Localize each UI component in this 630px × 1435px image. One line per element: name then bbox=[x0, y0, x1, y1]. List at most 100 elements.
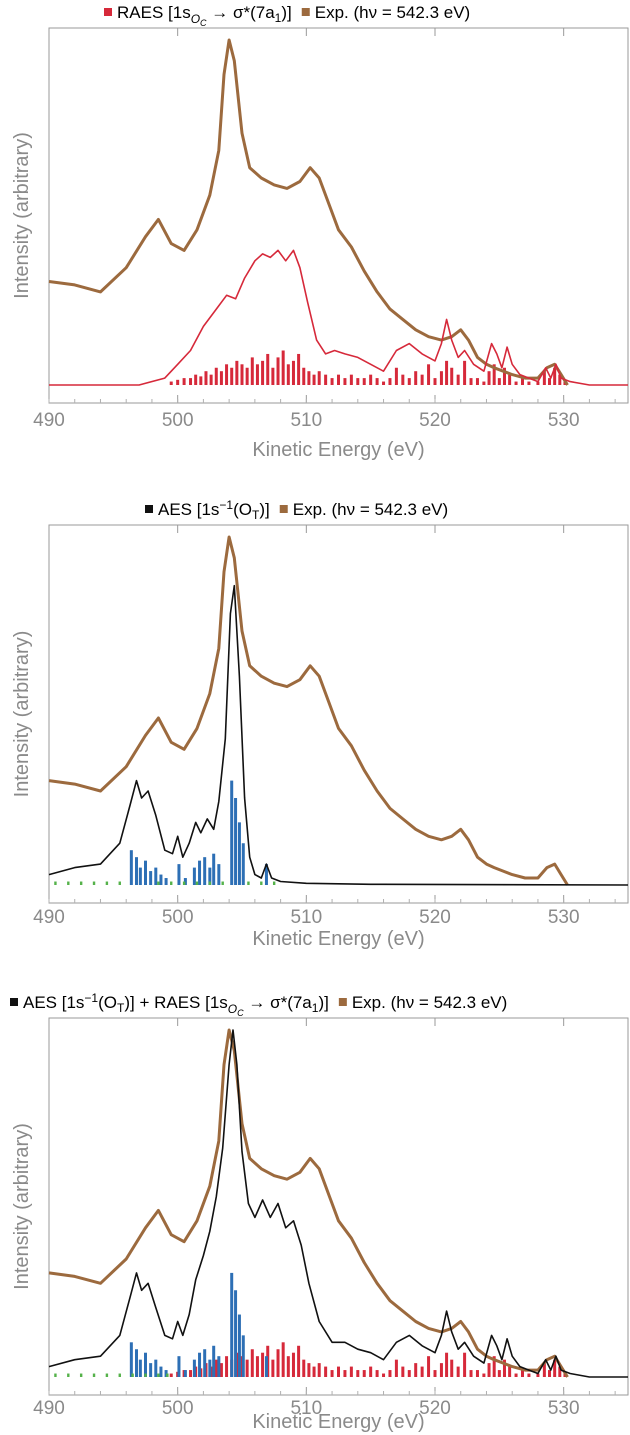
raes-stick bbox=[169, 1373, 173, 1377]
x-tick-label: 490 bbox=[33, 907, 65, 928]
aes_stick-stick bbox=[177, 1356, 181, 1377]
raes-stick bbox=[394, 367, 398, 385]
x-tick-label: 500 bbox=[162, 410, 194, 431]
y-axis-label: Intensity (arbitrary) bbox=[11, 1123, 33, 1290]
raes-stick bbox=[330, 378, 334, 385]
aes_stick_minor-stick bbox=[67, 1373, 70, 1377]
raes-stick bbox=[536, 381, 540, 385]
aes_stick_minor-stick bbox=[166, 1373, 169, 1377]
raes-stick bbox=[553, 367, 557, 385]
aes-line bbox=[48, 1029, 628, 1378]
aes_stick_minor-stick bbox=[118, 881, 121, 885]
raes-stick bbox=[469, 1370, 473, 1377]
raes-stick bbox=[349, 1366, 353, 1377]
x-tick-label: 520 bbox=[419, 410, 451, 431]
aes_stick_minor-stick bbox=[157, 1373, 160, 1377]
aes-legend-label: AES [1s−1(OT)] + RAES [1sOC → σ*(7a1)] bbox=[23, 991, 329, 1018]
raes-stick bbox=[297, 353, 301, 385]
aes_stick-stick bbox=[164, 878, 168, 885]
raes-stick bbox=[250, 357, 254, 385]
raes-stick bbox=[250, 1349, 254, 1377]
exp-line bbox=[48, 1028, 569, 1378]
aes_stick-stick bbox=[192, 1359, 196, 1377]
raes-stick bbox=[427, 364, 431, 385]
raes-stick bbox=[271, 1359, 275, 1377]
raes-stick bbox=[514, 381, 518, 385]
raes-stick bbox=[219, 371, 223, 385]
aes-legend-swatch bbox=[145, 505, 153, 513]
raes-stick bbox=[362, 378, 366, 385]
exp-legend-swatch bbox=[301, 8, 310, 16]
raes-stick bbox=[427, 1356, 431, 1377]
raes-stick bbox=[255, 1356, 259, 1377]
exp-legend-swatch bbox=[279, 505, 288, 513]
aes_stick-stick bbox=[237, 1314, 241, 1377]
raes-stick bbox=[445, 360, 449, 385]
raes-stick bbox=[548, 378, 552, 385]
aes-legend-swatch bbox=[10, 998, 18, 1006]
raes-stick bbox=[492, 1356, 496, 1377]
raes-stick bbox=[463, 1352, 467, 1377]
aes_stick-stick bbox=[230, 1272, 234, 1377]
raes-stick bbox=[337, 374, 340, 385]
aes_stick-stick bbox=[129, 1342, 133, 1377]
raes-stick bbox=[235, 360, 239, 385]
raes-stick bbox=[219, 1363, 223, 1377]
raes-stick bbox=[420, 374, 424, 385]
raes-stick bbox=[324, 1366, 328, 1377]
aes_stick-stick bbox=[217, 864, 221, 885]
raes-stick bbox=[245, 367, 249, 385]
raes-stick bbox=[199, 376, 203, 385]
raes-stick bbox=[469, 378, 473, 385]
aes_stick_minor-stick bbox=[79, 881, 83, 885]
raes-stick bbox=[240, 364, 244, 385]
aes_stick-stick bbox=[164, 1370, 168, 1377]
aes_stick_minor-stick bbox=[144, 1373, 147, 1377]
legend: RAES [1sOC → σ*(7a1)] Exp. (hν = 542.3 eV… bbox=[104, 3, 470, 28]
raes-stick bbox=[255, 364, 259, 385]
raes-stick bbox=[261, 1352, 265, 1377]
raes-stick bbox=[356, 378, 360, 385]
aes_stick_minor-stick bbox=[54, 1373, 57, 1377]
raes-stick bbox=[356, 1370, 360, 1377]
raes-stick bbox=[445, 1352, 449, 1377]
raes-stick bbox=[343, 378, 347, 385]
raes-stick bbox=[394, 1359, 398, 1377]
raes-stick bbox=[349, 374, 353, 385]
aes_stick-stick bbox=[208, 867, 212, 885]
raes-stick bbox=[189, 1370, 193, 1377]
exp-legend-swatch bbox=[338, 998, 347, 1006]
plot-frame bbox=[48, 27, 629, 404]
raes-stick bbox=[407, 378, 411, 385]
raes-stick bbox=[312, 374, 316, 385]
aes_stick-stick bbox=[144, 1352, 147, 1377]
raes-stick bbox=[330, 1370, 334, 1377]
aes_stick-stick bbox=[134, 857, 138, 885]
x-tick-label: 530 bbox=[548, 907, 580, 928]
aes_stick-stick bbox=[217, 1356, 221, 1377]
y-axis-label: Intensity (arbitrary) bbox=[11, 631, 33, 798]
raes-stick bbox=[382, 381, 386, 385]
aes_stick-stick bbox=[154, 867, 158, 885]
y-axis-label: Intensity (arbitrary) bbox=[11, 132, 33, 299]
raes-stick bbox=[497, 1370, 501, 1377]
raes-stick bbox=[317, 371, 321, 385]
exp-line bbox=[48, 535, 569, 886]
raes-line bbox=[49, 249, 628, 386]
raes-stick bbox=[182, 378, 186, 385]
raes-stick bbox=[297, 1345, 301, 1377]
x-tick-label: 500 bbox=[162, 1398, 194, 1419]
raes-stick bbox=[497, 378, 501, 385]
raes-stick bbox=[401, 374, 405, 385]
aes_stick-stick bbox=[234, 1290, 238, 1377]
raes-stick bbox=[276, 357, 280, 385]
aes_stick-stick bbox=[241, 843, 245, 885]
aes_stick_minor-stick bbox=[92, 1373, 96, 1377]
raes-stick bbox=[209, 374, 213, 385]
aes_stick_minor-stick bbox=[247, 881, 250, 885]
aes_stick-stick bbox=[149, 871, 153, 885]
raes-stick bbox=[553, 1359, 557, 1377]
aes_stick-stick bbox=[177, 864, 181, 885]
aes_stick-stick bbox=[129, 850, 133, 885]
